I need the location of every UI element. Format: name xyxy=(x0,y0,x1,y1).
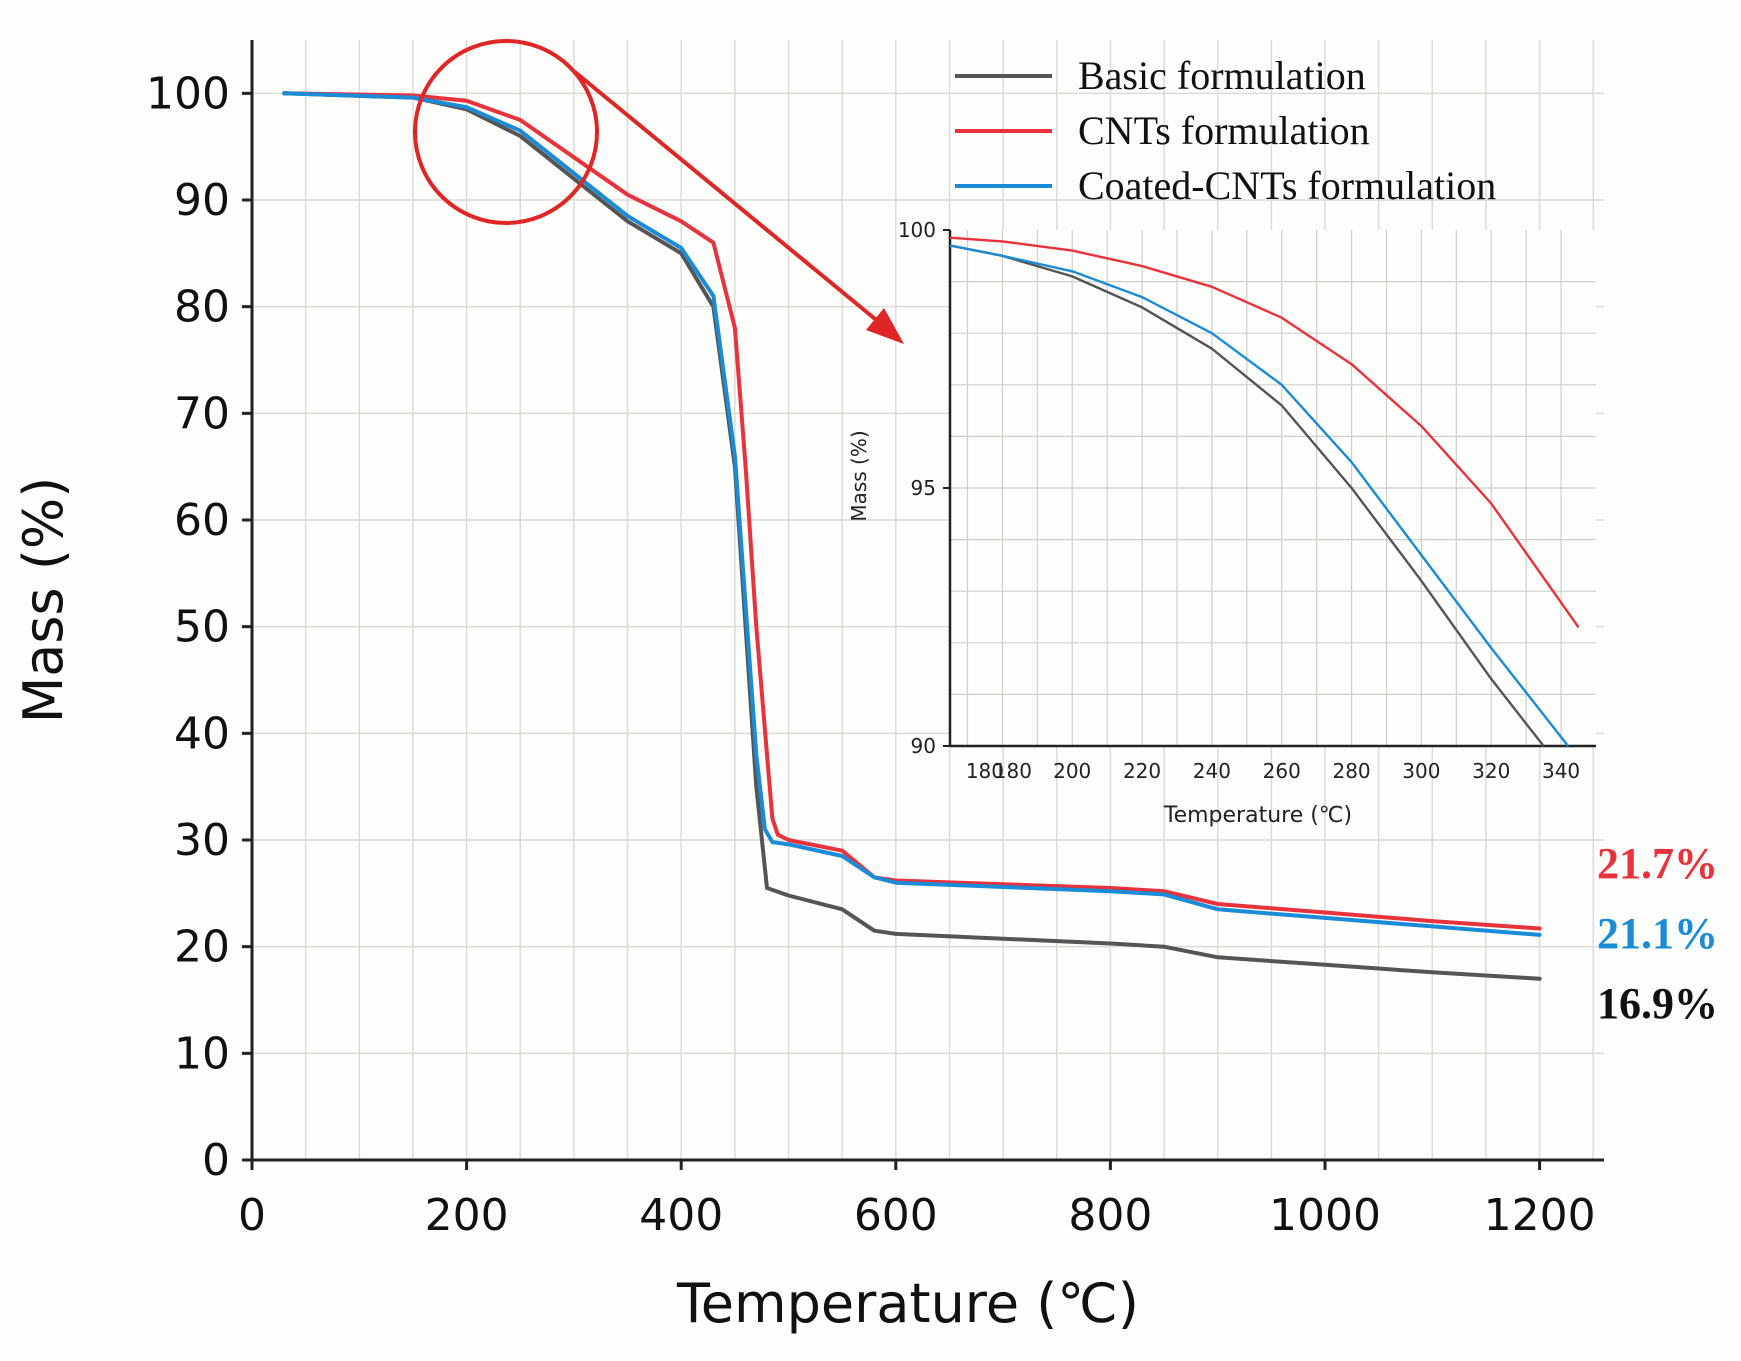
x-tick-label: 1200 xyxy=(1484,1190,1596,1241)
y-tick-label: 90 xyxy=(174,175,230,226)
inset-series-line-basic-formulation xyxy=(949,244,1545,747)
x-tick-label: 200 xyxy=(425,1190,509,1241)
inset-x-tick-label: 200 xyxy=(1053,759,1091,783)
inset-x-tick-label: 340 xyxy=(1542,759,1580,783)
zoom-arrow-head xyxy=(866,308,904,344)
y-tick-label: 50 xyxy=(174,602,230,653)
series-line-coated-cnts-formulation xyxy=(282,91,1542,937)
y-tick-label: 40 xyxy=(174,708,230,759)
y-tick-label: 10 xyxy=(174,1028,230,1079)
inset-x-tick-label: 320 xyxy=(1472,759,1510,783)
end-value-label: 21.7% xyxy=(1597,839,1718,888)
inset-y-tick-label: 100 xyxy=(898,218,936,242)
y-tick-label: 100 xyxy=(146,68,230,119)
inset-grid xyxy=(950,230,1596,746)
inset-x-tick-label: 280 xyxy=(1332,759,1370,783)
main-series xyxy=(282,91,1542,981)
inset-x-tick-label: 180 xyxy=(966,759,1004,783)
inset-series-line-cnts-formulation xyxy=(949,236,1580,628)
end-value-label: 16.9% xyxy=(1597,979,1718,1028)
x-tick-label: 0 xyxy=(238,1190,266,1241)
y-tick-label: 20 xyxy=(174,922,230,973)
legend-label: Coated-CNTs formulation xyxy=(1078,163,1496,208)
y-tick-label: 60 xyxy=(174,495,230,546)
y-tick-label: 30 xyxy=(174,815,230,866)
x-tick-label: 600 xyxy=(854,1190,938,1241)
zoom-region-circle xyxy=(413,39,599,225)
series-line-cnts-formulation xyxy=(282,91,1542,931)
inset-series-line-coated-cnts-formulation xyxy=(949,244,1570,747)
end-value-label: 21.1% xyxy=(1597,909,1718,958)
inset-x-axis-title: Temperature (℃) xyxy=(1163,803,1352,828)
inset-x-tick-label: 260 xyxy=(1263,759,1301,783)
legend: Basic formulation CNTs formulation Coated-… xyxy=(955,53,1496,208)
y-tick-label: 0 xyxy=(202,1135,230,1186)
inset-x-tick-label: 220 xyxy=(1123,759,1161,783)
inset-x-tick-label: 180 xyxy=(994,759,1032,783)
y-axis-title: Mass (%) xyxy=(12,477,75,724)
inset-series xyxy=(949,236,1580,747)
legend-label: Basic formulation xyxy=(1078,53,1366,98)
zoom-arrow-line xyxy=(573,70,888,330)
x-tick-label: 800 xyxy=(1068,1190,1152,1241)
inset-x-tick-label: 240 xyxy=(1193,759,1231,783)
x-tick-label: 1000 xyxy=(1269,1190,1381,1241)
x-tick-label: 400 xyxy=(639,1190,723,1241)
inset-y-tick-label: 95 xyxy=(911,476,936,500)
inset-y-tick-label: 90 xyxy=(911,734,936,758)
inset-y-axis-title: Mass (%) xyxy=(847,430,871,521)
y-tick-label: 70 xyxy=(174,388,230,439)
y-tick-label: 80 xyxy=(174,282,230,333)
inset-x-tick-label: 300 xyxy=(1402,759,1440,783)
legend-label: CNTs formulation xyxy=(1078,108,1370,153)
series-line-basic-formulation xyxy=(282,91,1542,981)
x-axis-title: Temperature (℃) xyxy=(676,1272,1139,1335)
